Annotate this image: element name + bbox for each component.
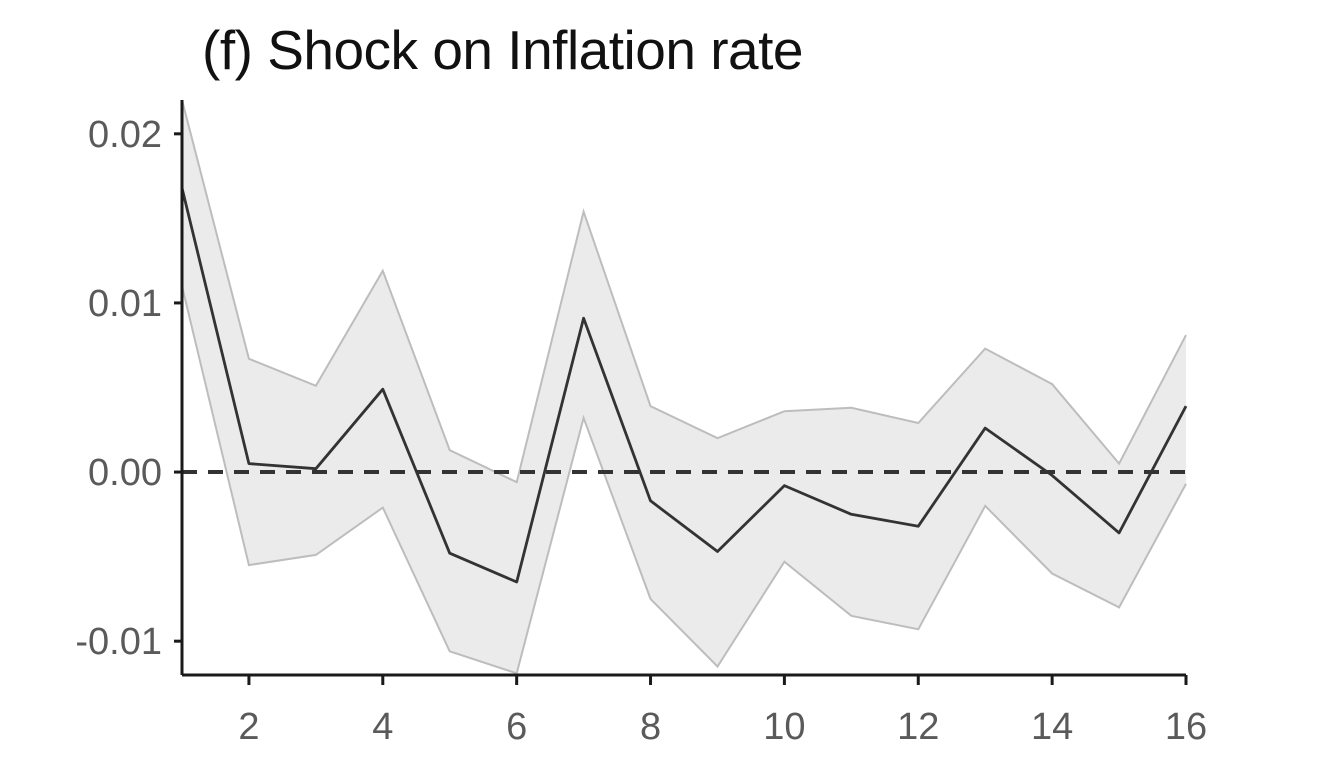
x-tick-label: 2 [238, 706, 259, 748]
confidence-band [182, 100, 1186, 674]
y-tick-label: 0.00 [88, 452, 162, 494]
tick-label-layer: -0.01 0.00 0.01 0.02 2 4 6 8 10 12 14 16 [75, 114, 1207, 748]
x-tick-label: 12 [897, 706, 939, 748]
y-tick-label: 0.01 [88, 283, 162, 325]
confidence-band-layer [181, 99, 1187, 675]
x-tick-label: 4 [372, 706, 393, 748]
x-tick-label: 10 [763, 706, 805, 748]
series-line [180, 187, 1188, 584]
x-tick-label: 8 [640, 706, 661, 748]
series-line-layer [180, 187, 1188, 584]
y-tick-label: -0.01 [75, 621, 162, 663]
x-tick-label: 14 [1031, 706, 1073, 748]
y-tick-label: 0.02 [88, 114, 162, 156]
x-tick-label: 6 [506, 706, 527, 748]
confidence-band-lower [181, 285, 1187, 675]
axes-layer [174, 100, 1188, 685]
x-tick-label: 16 [1165, 706, 1207, 748]
chart-title: (f) Shock on Inflation rate [202, 19, 803, 81]
confidence-band-upper [181, 99, 1187, 484]
